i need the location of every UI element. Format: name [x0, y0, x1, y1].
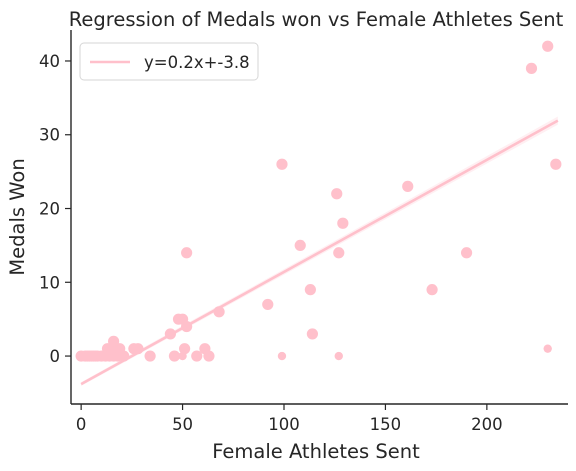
- plot-area: [75, 40, 562, 386]
- data-point: [331, 188, 343, 200]
- x-tick-label: 50: [172, 415, 193, 434]
- data-point: [191, 350, 203, 362]
- data-point: [181, 247, 193, 259]
- y-tick-label: 0: [50, 347, 61, 366]
- y-tick-label: 30: [39, 126, 60, 145]
- y-axis-label: Medals Won: [6, 158, 29, 275]
- data-point: [262, 298, 274, 311]
- legend-label: y=0.2x+-3.8: [144, 53, 250, 72]
- data-point: [333, 247, 345, 259]
- chart-title: Regression of Medals won vs Female Athle…: [69, 8, 564, 31]
- data-point: [543, 344, 552, 353]
- regression-line: [80, 119, 559, 386]
- y-tick-label: 40: [39, 52, 60, 71]
- y-axis-ticks: 0 10 20 30 40: [39, 52, 71, 366]
- y-tick-label: 10: [39, 273, 60, 292]
- data-point: [179, 343, 191, 355]
- data-point: [203, 350, 215, 362]
- data-point: [108, 335, 120, 347]
- x-axis-label: Female Athletes Sent: [212, 440, 420, 463]
- x-axis-ticks: 0 50 100 150 200: [76, 404, 503, 434]
- data-point: [144, 350, 156, 362]
- data-point: [550, 158, 562, 170]
- data-point: [426, 284, 438, 296]
- data-point: [460, 247, 473, 259]
- legend: y=0.2x+-3.8: [79, 42, 259, 81]
- y-tick-label: 20: [39, 200, 60, 219]
- data-point: [114, 343, 126, 355]
- data-point: [277, 351, 287, 361]
- data-point: [525, 62, 538, 74]
- data-point: [337, 217, 349, 229]
- x-tick-label: 100: [268, 415, 300, 434]
- data-point: [178, 351, 187, 361]
- data-point: [276, 158, 288, 170]
- data-point: [334, 351, 343, 361]
- data-point: [168, 350, 181, 362]
- data-point: [294, 239, 306, 252]
- data-point: [542, 40, 554, 52]
- x-tick-label: 200: [471, 415, 503, 434]
- data-point: [402, 180, 414, 192]
- x-tick-label: 150: [370, 415, 402, 434]
- data-point: [304, 284, 316, 296]
- legend-box: [79, 42, 259, 81]
- data-point: [306, 328, 318, 340]
- x-tick-label: 0: [76, 415, 87, 434]
